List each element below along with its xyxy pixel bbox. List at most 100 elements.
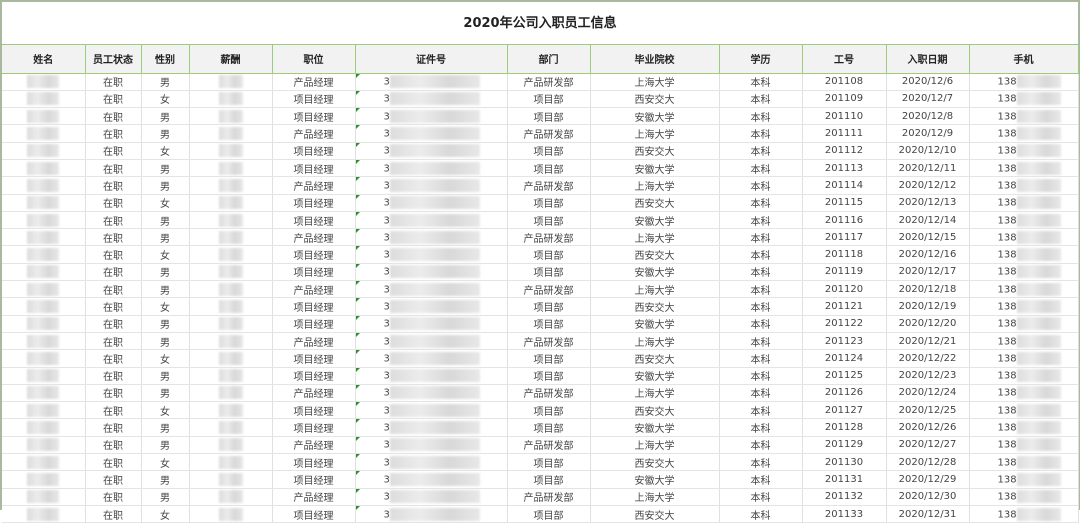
table-cell[interactable]: 3 <box>355 418 508 437</box>
table-cell[interactable]: 项目经理 <box>272 401 356 420</box>
table-cell[interactable]: 201127 <box>802 401 887 420</box>
table-cell[interactable]: 女 <box>141 90 190 109</box>
table-cell[interactable]: 2020/12/22 <box>886 349 970 368</box>
table-cell[interactable]: 男 <box>141 367 190 385</box>
table-cell[interactable] <box>2 488 86 506</box>
table-cell[interactable]: 本科 <box>719 245 803 264</box>
table-cell[interactable]: 本科 <box>719 435 803 455</box>
table-cell[interactable]: 2020/12/13 <box>886 194 970 212</box>
table-cell[interactable]: 2020/12/20 <box>886 315 970 333</box>
table-cell[interactable]: 本科 <box>719 211 803 230</box>
table-cell[interactable]: 在职 <box>85 349 142 368</box>
table-cell[interactable]: 3 <box>355 228 508 247</box>
table-cell[interactable] <box>189 297 273 316</box>
table-cell[interactable]: 201128 <box>802 418 887 437</box>
table-cell[interactable]: 在职 <box>85 124 142 143</box>
table-cell[interactable] <box>2 384 86 403</box>
table-cell[interactable]: 项目部 <box>507 107 591 126</box>
table-cell[interactable]: 产品经理 <box>272 176 356 195</box>
table-cell[interactable]: 男 <box>141 280 190 299</box>
table-cell[interactable] <box>189 436 273 455</box>
table-cell[interactable]: 3 <box>355 142 508 160</box>
table-cell[interactable]: 201130 <box>802 453 887 472</box>
table-cell[interactable]: 上海大学 <box>590 436 720 455</box>
table-cell[interactable] <box>189 332 273 351</box>
table-cell[interactable]: 女 <box>141 297 190 316</box>
column-header[interactable]: 姓名 <box>2 45 86 74</box>
table-cell[interactable]: 上海大学 <box>590 124 720 143</box>
table-cell[interactable]: 男 <box>141 228 190 247</box>
table-cell[interactable] <box>189 245 273 264</box>
table-cell[interactable]: 本科 <box>719 315 803 333</box>
table-cell[interactable]: 本科 <box>719 176 803 195</box>
table-cell[interactable]: 产品研发部 <box>507 228 591 247</box>
table-cell[interactable]: 2020/12/26 <box>886 418 970 437</box>
column-header[interactable]: 部门 <box>507 45 591 74</box>
table-cell[interactable]: 项目经理 <box>272 297 356 316</box>
table-cell[interactable]: 产品经理 <box>272 435 356 455</box>
table-cell[interactable] <box>2 367 86 385</box>
table-cell[interactable] <box>189 90 273 109</box>
table-cell[interactable] <box>189 124 273 143</box>
table-cell[interactable]: 2020/12/29 <box>886 470 970 489</box>
table-cell[interactable]: 项目部 <box>507 297 591 316</box>
table-cell[interactable]: 138 <box>969 505 1079 523</box>
table-cell[interactable]: 项目经理 <box>272 315 356 333</box>
table-cell[interactable]: 201118 <box>802 245 887 264</box>
table-cell[interactable]: 本科 <box>719 349 803 368</box>
column-header[interactable]: 毕业院校 <box>590 45 720 74</box>
table-cell[interactable]: 2020/12/23 <box>886 367 970 385</box>
table-cell[interactable]: 2020/12/16 <box>886 245 970 264</box>
table-cell[interactable]: 3 <box>355 159 508 178</box>
table-cell[interactable]: 项目部 <box>507 159 591 178</box>
table-cell[interactable]: 项目部 <box>507 470 591 489</box>
table-cell[interactable]: 138 <box>969 211 1079 230</box>
table-cell[interactable] <box>2 107 86 126</box>
table-cell[interactable]: 138 <box>969 332 1079 351</box>
table-cell[interactable]: 3 <box>355 384 508 403</box>
table-cell[interactable]: 201114 <box>802 176 887 195</box>
table-cell[interactable] <box>189 142 273 160</box>
table-cell[interactable] <box>2 142 86 160</box>
table-cell[interactable]: 产品研发部 <box>507 384 591 403</box>
table-cell[interactable]: 上海大学 <box>590 332 720 351</box>
table-cell[interactable]: 安徽大学 <box>590 367 720 385</box>
table-cell[interactable]: 138 <box>969 418 1079 437</box>
table-cell[interactable]: 在职 <box>85 263 142 282</box>
table-cell[interactable]: 本科 <box>719 228 803 247</box>
table-cell[interactable]: 3 <box>355 332 508 351</box>
table-cell[interactable]: 2020/12/17 <box>886 263 970 282</box>
table-cell[interactable]: 在职 <box>85 435 142 455</box>
table-cell[interactable]: 女 <box>141 142 190 160</box>
table-cell[interactable]: 本科 <box>719 194 803 212</box>
table-cell[interactable]: 138 <box>969 107 1079 126</box>
table-cell[interactable]: 项目经理 <box>272 505 356 523</box>
table-cell[interactable]: 138 <box>969 453 1079 472</box>
column-header[interactable]: 学历 <box>719 45 803 74</box>
table-cell[interactable] <box>189 349 273 368</box>
table-cell[interactable]: 2020/12/19 <box>886 297 970 316</box>
table-cell[interactable] <box>189 211 273 230</box>
table-cell[interactable]: 项目部 <box>507 315 591 333</box>
table-cell[interactable] <box>2 349 86 368</box>
table-cell[interactable] <box>189 418 273 437</box>
table-cell[interactable]: 在职 <box>85 297 142 316</box>
table-cell[interactable]: 201120 <box>802 280 887 299</box>
table-cell[interactable]: 201116 <box>802 211 887 230</box>
table-cell[interactable]: 产品研发部 <box>507 280 591 299</box>
table-cell[interactable]: 本科 <box>719 297 803 316</box>
table-cell[interactable]: 本科 <box>719 124 803 143</box>
table-cell[interactable]: 安徽大学 <box>590 263 720 282</box>
table-cell[interactable] <box>189 176 273 195</box>
table-cell[interactable]: 在职 <box>85 418 142 437</box>
table-cell[interactable]: 3 <box>355 401 508 420</box>
table-cell[interactable] <box>189 505 273 523</box>
table-cell[interactable]: 本科 <box>719 367 803 385</box>
table-cell[interactable]: 在职 <box>85 228 142 247</box>
table-cell[interactable] <box>2 436 86 455</box>
table-cell[interactable] <box>2 280 86 299</box>
table-cell[interactable]: 产品经理 <box>272 124 356 143</box>
table-cell[interactable]: 项目经理 <box>272 90 356 109</box>
table-cell[interactable]: 项目经理 <box>272 470 356 489</box>
table-cell[interactable]: 2020/12/6 <box>886 73 970 91</box>
